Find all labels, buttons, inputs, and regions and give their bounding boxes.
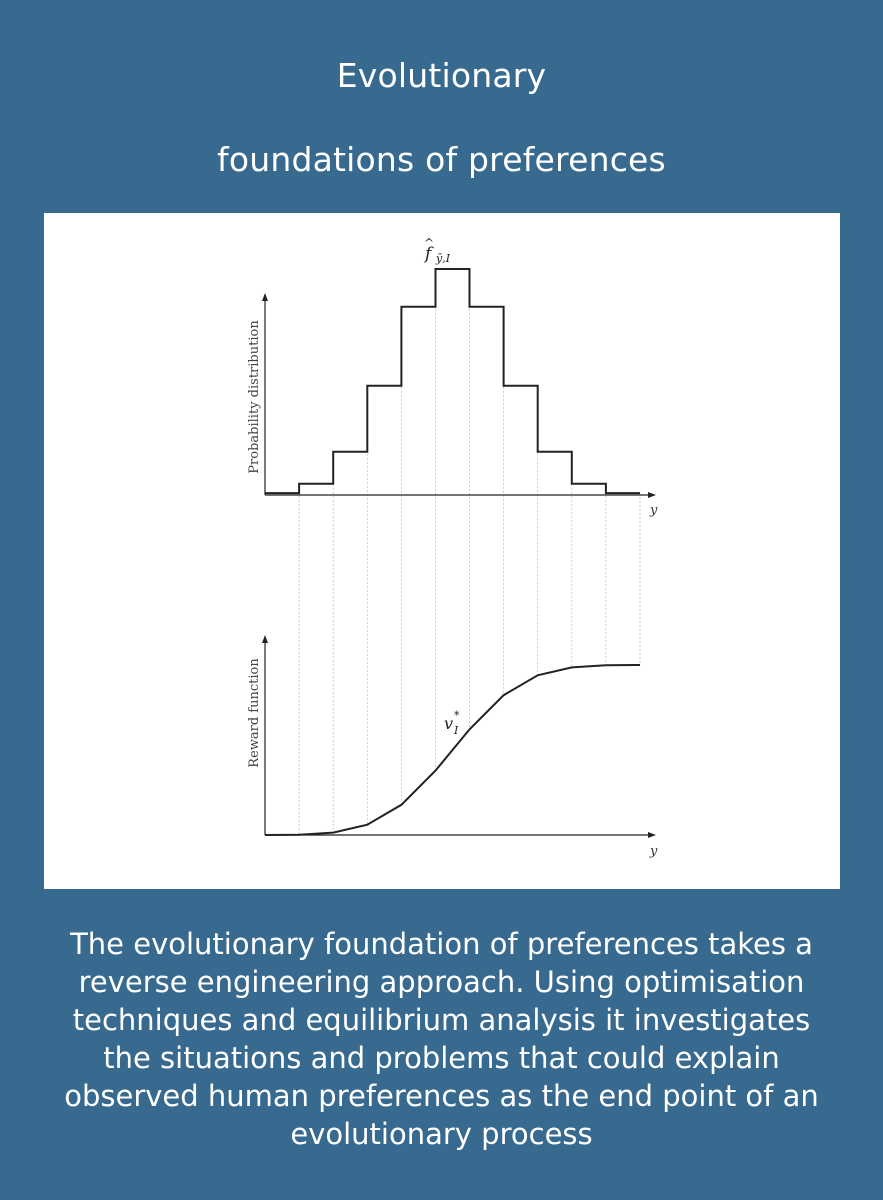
probability-step-curve [265, 268, 640, 495]
top-y-label: Probability distribution [247, 320, 262, 474]
title-line-1: Evolutionary [336, 56, 547, 95]
bottom-y-arrow [262, 635, 268, 643]
top-x-arrow [648, 492, 656, 498]
bottom-x-label: y [649, 844, 658, 859]
bottom-curve-label-main: v [444, 714, 453, 733]
caption: The evolutionary foundation of preferenc… [30, 925, 853, 1153]
top-y-arrow [262, 293, 268, 301]
caption-line-4: the situations and problems that could e… [103, 1041, 780, 1075]
top-curve-label: f ^ ȳ,I [423, 236, 451, 265]
bottom-curve-label: v * I [444, 709, 460, 737]
figure-panel: y Probability distribution f ^ ȳ,I y Rew… [44, 213, 840, 889]
reward-curve [264, 664, 641, 836]
figure-svg: y Probability distribution f ^ ȳ,I y Rew… [247, 236, 658, 859]
title-line-2: foundations of preferences [217, 140, 666, 179]
caption-line-5: observed human preferences as the end po… [64, 1079, 819, 1113]
caption-line-6: evolutionary process [290, 1117, 593, 1151]
vertical-guides [298, 269, 641, 835]
bottom-curve-label-sup: * [454, 709, 460, 722]
bottom-curve-label-sub: I [453, 724, 459, 737]
caption-line-3: techniques and equilibrium analysis it i… [72, 1003, 811, 1037]
caption-line-1: The evolutionary foundation of preferenc… [70, 927, 813, 961]
hat-mark: ^ [424, 236, 434, 250]
top-curve-label-main: f [423, 244, 434, 264]
bottom-x-arrow [648, 832, 656, 838]
caption-line-2: reverse engineering approach. Using opti… [78, 965, 805, 999]
top-x-label: y [649, 503, 658, 518]
bottom-y-label: Reward function [247, 658, 262, 768]
top-curve-label-sub: ȳ,I [435, 252, 451, 265]
